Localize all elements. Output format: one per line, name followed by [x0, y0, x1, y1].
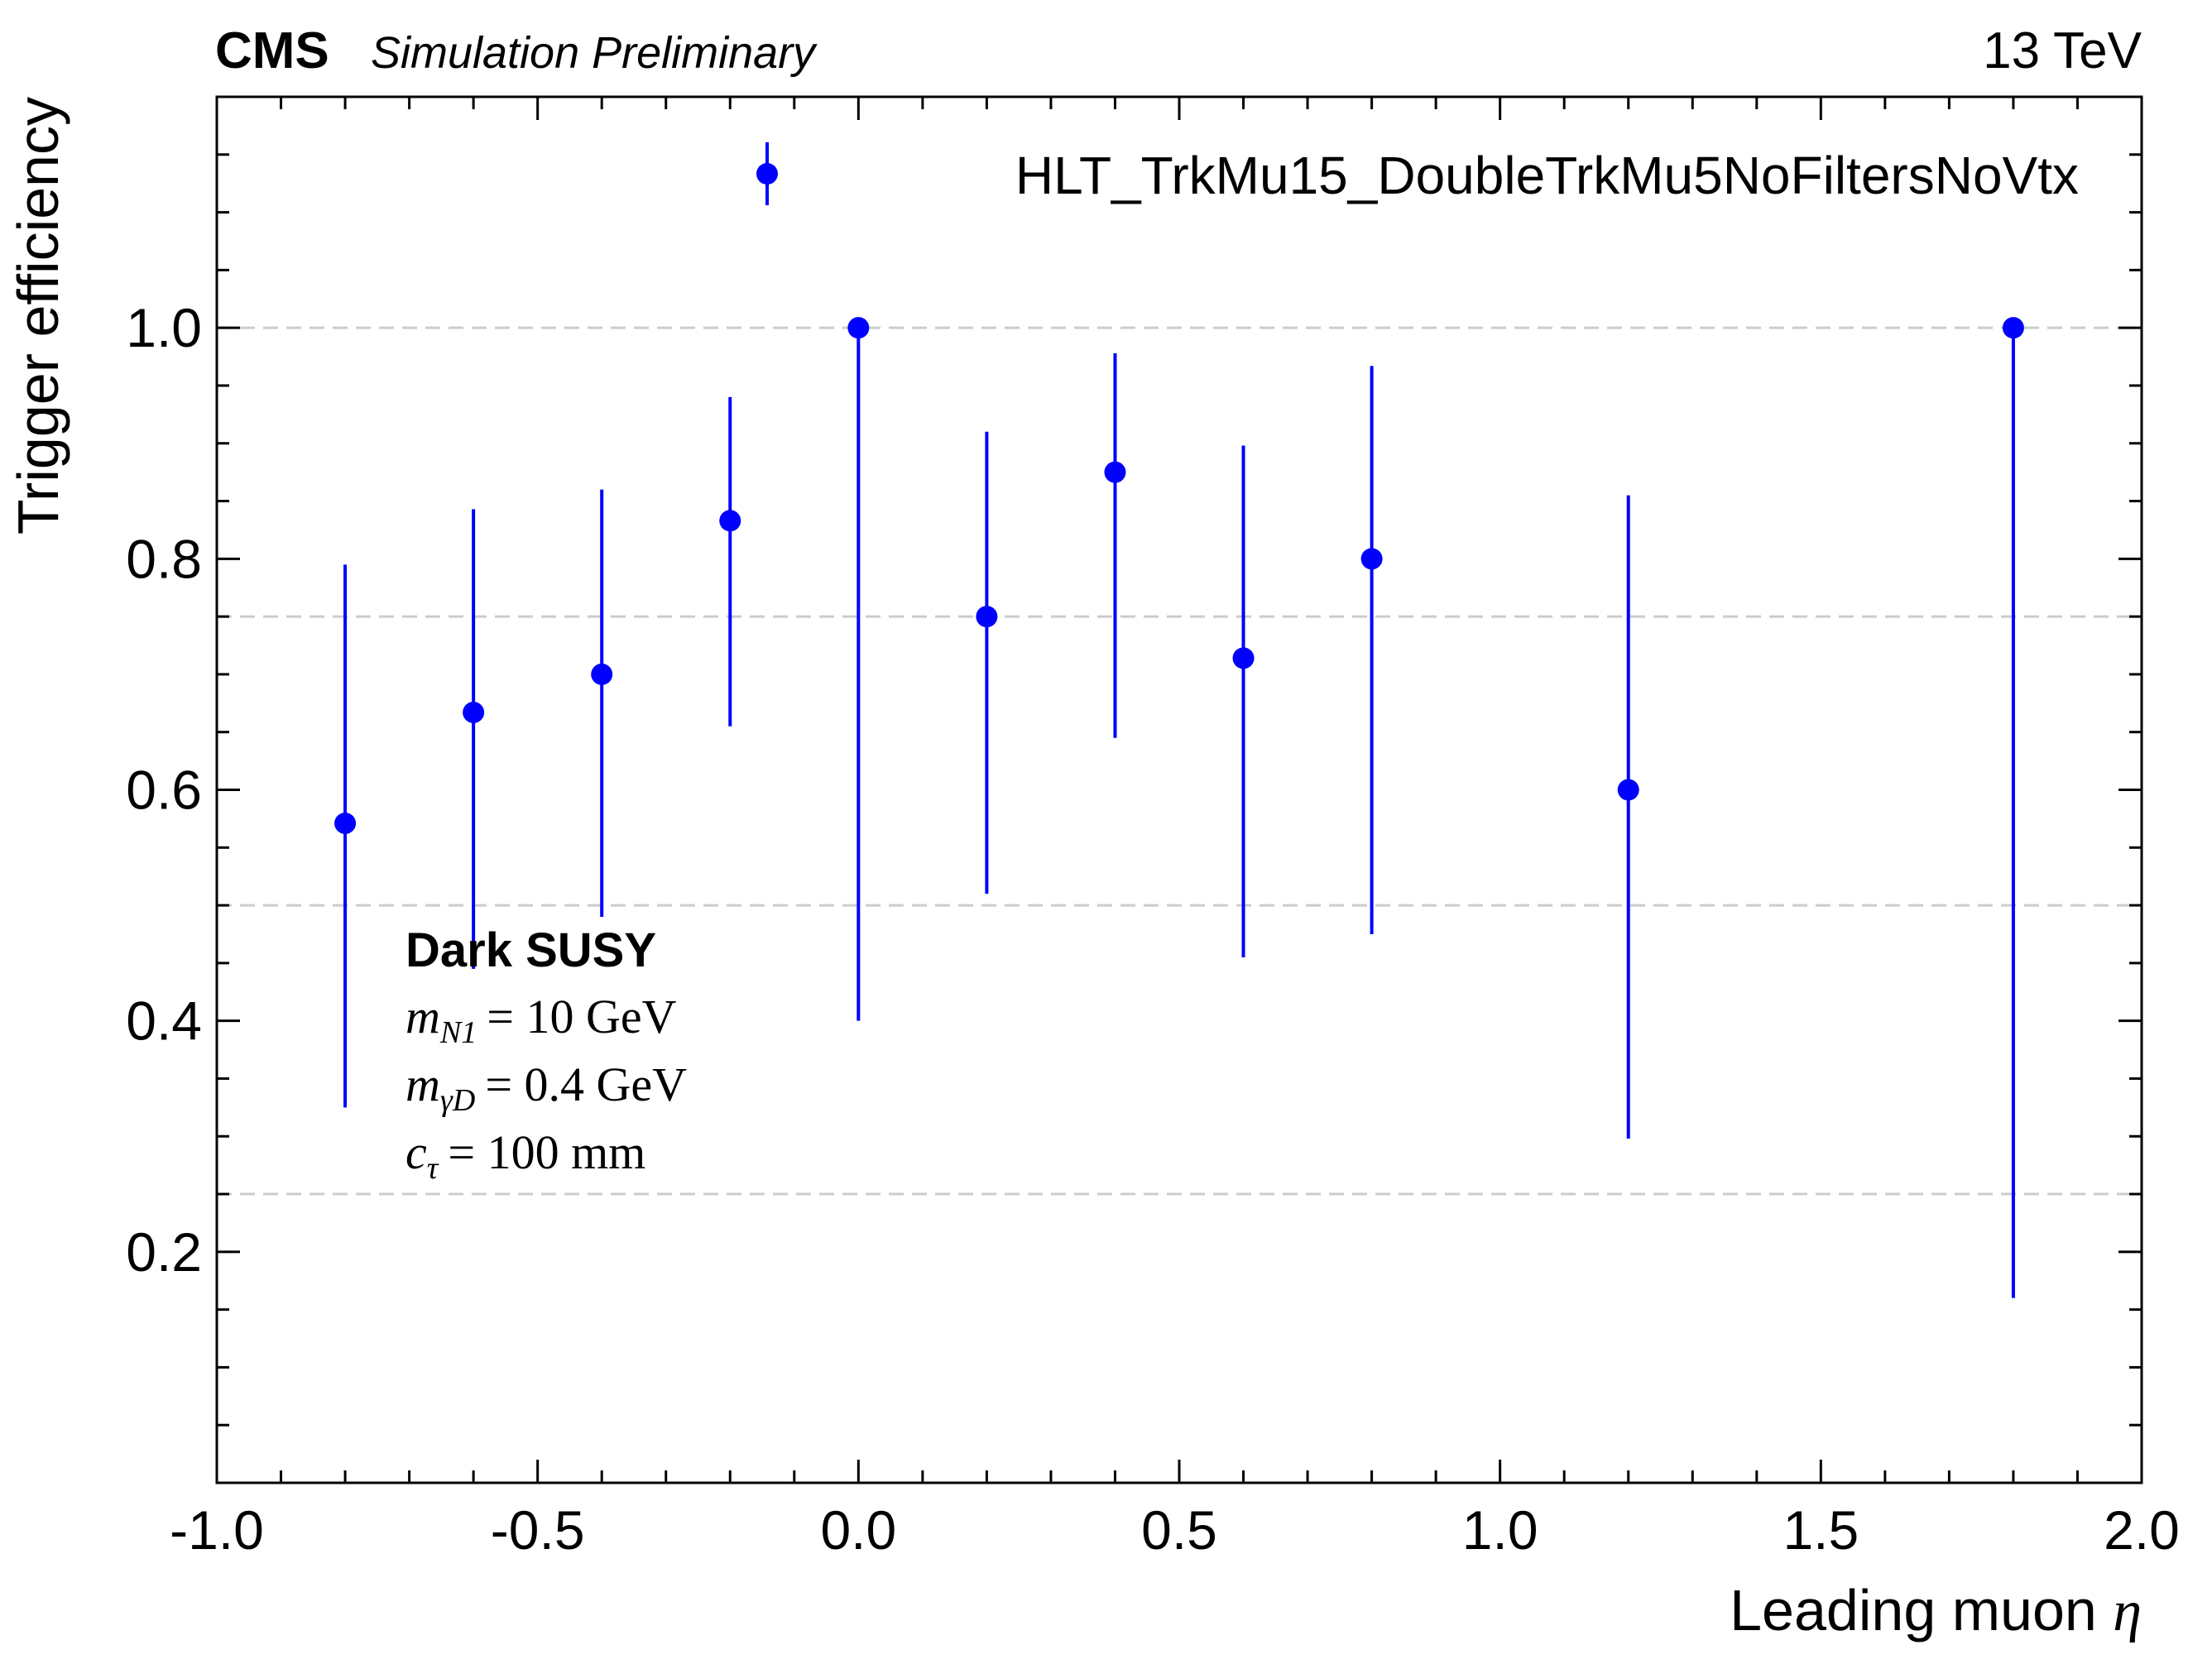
x-tick-label: -0.5 [491, 1499, 585, 1561]
data-point [591, 663, 613, 685]
data-point [1360, 548, 1383, 570]
y-tick-label: 1.0 [126, 297, 202, 358]
annotation-line-ctau: cτ = 100 mm [405, 1125, 645, 1186]
x-tick-label: 0.0 [820, 1499, 896, 1561]
y-tick-label: 0.4 [126, 990, 202, 1052]
y-tick-label: 0.6 [126, 760, 202, 821]
data-point [719, 510, 741, 532]
data-point [1617, 779, 1639, 801]
data-point [2002, 317, 2024, 339]
x-tick-label: 0.5 [1141, 1499, 1217, 1561]
x-tick-label: 1.5 [1783, 1499, 1859, 1561]
annotation-line-mass-gammad: mγD = 0.4 GeV [405, 1058, 687, 1118]
experiment-label: CMS [215, 22, 329, 79]
legend-marker [756, 163, 778, 185]
plot-frame [215, 95, 2143, 1484]
y-tick-label: 0.2 [126, 1221, 202, 1283]
x-axis-label-text: Leading muon [1730, 1578, 2113, 1643]
model-annotation: Dark SUSY mN1 = 10 GeV mγD = 0.4 GeV cτ = 1… [405, 923, 687, 1186]
x-axis-label: Leading muon η [1730, 1578, 2142, 1643]
y-tick-label: 0.8 [126, 528, 202, 589]
energy-label: 13 TeV [1983, 22, 2142, 79]
x-tick-label: -1.0 [170, 1499, 264, 1561]
axis-ticks [215, 97, 2143, 1483]
tick-labels: -1.0 -0.5 0.0 0.5 1.0 1.5 2.0 0.2 0.4 0.6 0.8 1.0 [126, 297, 2180, 1561]
legend-label: HLT_TrkMu15_DoubleTrkMu5NoFiltersNoVtx [1015, 146, 2079, 205]
data-point [463, 701, 485, 723]
grid-lines [217, 326, 2142, 1196]
x-tick-label: 1.0 [1462, 1499, 1538, 1561]
data-point [847, 317, 870, 339]
data-point [334, 812, 357, 834]
x-tick-label: 2.0 [2104, 1499, 2180, 1561]
legend: HLT_TrkMu15_DoubleTrkMu5NoFiltersNoVtx [756, 142, 2079, 205]
data-point [1104, 461, 1126, 483]
annotation-line-mass-n1: mN1 = 10 GeV [405, 990, 677, 1050]
y-axis-label: Trigger efficiency [6, 97, 70, 535]
status-label: Simulation Preliminary [371, 28, 818, 78]
annotation-title: Dark SUSY [405, 923, 656, 977]
data-point [976, 606, 998, 628]
data-series [334, 317, 2024, 1298]
data-point [1232, 647, 1255, 669]
